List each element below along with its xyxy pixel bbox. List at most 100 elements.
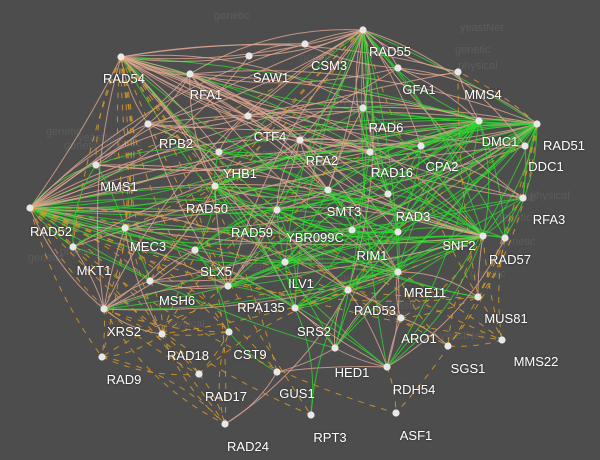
graph-node[interactable] (146, 277, 154, 285)
graph-edge[interactable] (397, 145, 422, 233)
graph-edge[interactable] (198, 331, 230, 375)
graph-edge[interactable] (294, 197, 524, 309)
graph-edge[interactable] (103, 227, 126, 310)
graph-edge[interactable] (149, 185, 216, 282)
graph-edge[interactable] (120, 56, 389, 195)
graph-edge[interactable] (120, 56, 227, 425)
graph-edge[interactable] (29, 186, 506, 239)
graph-edge[interactable] (161, 333, 200, 375)
graph-edge[interactable] (362, 29, 484, 237)
graph-node[interactable] (383, 363, 391, 371)
graph-edge[interactable] (360, 29, 388, 368)
graph-node[interactable] (191, 246, 199, 254)
graph-edge[interactable] (218, 29, 364, 153)
graph-edge[interactable] (299, 138, 371, 153)
graph-edge[interactable] (397, 271, 479, 298)
graph-edge[interactable] (29, 207, 105, 310)
graph-edge[interactable] (189, 73, 301, 141)
graph-edge[interactable] (161, 331, 230, 336)
graph-edge[interactable] (103, 308, 200, 375)
graph-edge[interactable] (294, 271, 399, 309)
graph-edge[interactable] (294, 29, 364, 309)
graph-edge[interactable] (29, 193, 389, 216)
graph-edge[interactable] (95, 123, 149, 166)
graph-edge[interactable] (95, 120, 480, 171)
graph-edge[interactable] (120, 29, 364, 60)
graph-edge[interactable] (284, 189, 329, 263)
graph-edge[interactable] (147, 73, 191, 125)
graph-edge[interactable] (29, 207, 312, 416)
graph-edge[interactable] (457, 71, 479, 298)
graph-edge[interactable] (310, 289, 349, 416)
graph-edge[interactable] (120, 56, 388, 368)
graph-edge[interactable] (294, 307, 388, 368)
graph-edge[interactable] (29, 207, 196, 251)
graph-edge[interactable] (369, 151, 484, 237)
graph-edge[interactable] (95, 56, 122, 166)
graph-edge[interactable] (103, 308, 230, 333)
graph-edge[interactable] (482, 235, 503, 341)
graph-edge[interactable] (522, 145, 527, 199)
graph-edge[interactable] (214, 185, 286, 263)
graph-node[interactable] (454, 68, 462, 76)
graph-edge[interactable] (161, 107, 364, 335)
graph-edge[interactable] (351, 229, 399, 234)
graph-edge[interactable] (29, 207, 286, 264)
graph-edge[interactable] (120, 56, 402, 319)
graph-edge[interactable] (397, 271, 503, 341)
graph-edge[interactable] (247, 115, 329, 191)
graph-edge[interactable] (477, 123, 538, 298)
graph-edge[interactable] (120, 56, 524, 199)
graph-edge[interactable] (447, 339, 503, 347)
graph-edge[interactable] (397, 67, 538, 125)
graph-edge[interactable] (369, 151, 389, 195)
graph-node[interactable] (224, 282, 232, 290)
graph-edge[interactable] (362, 29, 538, 125)
graph-edge[interactable] (29, 207, 336, 349)
graph-edge[interactable] (189, 73, 216, 187)
graph-edge[interactable] (347, 289, 479, 298)
graph-edge[interactable] (400, 296, 479, 319)
graph-edge[interactable] (227, 209, 278, 287)
graph-edge[interactable] (95, 164, 126, 229)
graph-edge[interactable] (214, 185, 389, 201)
graph-node[interactable] (392, 409, 400, 417)
graph-edge[interactable] (29, 207, 402, 319)
graph-edge[interactable] (218, 151, 484, 237)
graph-node[interactable] (394, 268, 402, 276)
graph-edge[interactable] (334, 271, 399, 349)
graph-node[interactable] (344, 286, 352, 294)
graph-edge[interactable] (189, 73, 249, 117)
graph-edge[interactable] (120, 44, 459, 73)
graph-node[interactable] (98, 353, 106, 361)
graph-edge[interactable] (304, 43, 399, 69)
graph-node[interactable] (26, 204, 34, 212)
graph-edge[interactable] (120, 55, 250, 62)
graph-edge[interactable] (218, 123, 538, 160)
graph-edge[interactable] (101, 308, 105, 358)
graph-node[interactable] (397, 314, 405, 322)
graph-node[interactable] (444, 342, 452, 350)
graph-edge[interactable] (504, 197, 524, 239)
graph-edge[interactable] (228, 331, 278, 373)
graph-node[interactable] (301, 40, 309, 48)
graph-edge[interactable] (120, 56, 132, 229)
graph-edge[interactable] (362, 29, 526, 147)
graph-edge[interactable] (29, 207, 353, 245)
graph-node[interactable] (69, 243, 77, 251)
graph-edge[interactable] (362, 107, 538, 125)
graph-node[interactable] (211, 182, 219, 190)
graph-node[interactable] (359, 104, 367, 112)
graph-node[interactable] (291, 304, 299, 312)
graph-node[interactable] (475, 117, 483, 125)
graph-node[interactable] (521, 142, 529, 150)
graph-node[interactable] (331, 344, 339, 352)
graph-edge[interactable] (218, 331, 230, 425)
graph-edge[interactable] (284, 261, 296, 309)
graph-edge[interactable] (276, 209, 297, 309)
graph-edge[interactable] (397, 67, 480, 122)
graph-edge[interactable] (95, 164, 484, 237)
graph-node[interactable] (281, 258, 289, 266)
graph-edge[interactable] (161, 151, 371, 335)
graph-edge[interactable] (276, 123, 538, 211)
